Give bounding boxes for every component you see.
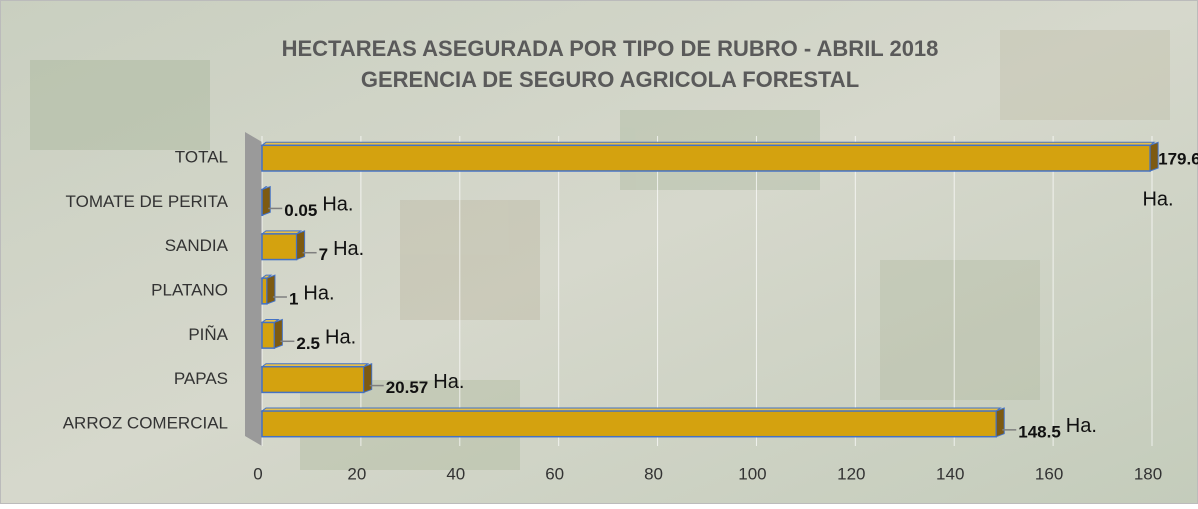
bar-end <box>363 363 373 394</box>
data-label: 1 <box>289 289 298 308</box>
y-tick-label: PIÑA <box>188 325 228 344</box>
bar-end <box>266 274 276 305</box>
x-tick-label: 40 <box>446 464 465 483</box>
bar <box>260 185 271 217</box>
bar-face <box>261 321 276 349</box>
x-tick-label: 20 <box>347 464 366 483</box>
x-tick-label: 120 <box>837 464 865 483</box>
bar-face <box>261 277 268 305</box>
y-tick-label: ARROZ COMERCIAL <box>63 413 228 432</box>
y-tick-label: PLATANO <box>151 280 228 299</box>
data-label: 20.57 <box>386 378 429 397</box>
bar-end <box>273 318 283 349</box>
x-tick-label: 180 <box>1134 464 1162 483</box>
chart-subtitle: GERENCIA DE SEGURO AGRICOLA FORESTAL <box>361 67 859 92</box>
data-label: 179.62 <box>1158 150 1198 169</box>
x-tick-label: 160 <box>1035 464 1063 483</box>
bar <box>260 407 1005 438</box>
bar-end <box>261 185 271 216</box>
x-tick-label: 60 <box>545 464 564 483</box>
data-label: 0.05 <box>284 201 317 220</box>
bar-face <box>261 410 997 438</box>
data-label: 148.5 <box>1018 422 1061 441</box>
bar-face <box>261 144 1151 172</box>
data-label: 2.5 <box>296 334 320 353</box>
bar <box>260 230 306 261</box>
unit-label: Ha. <box>325 327 356 349</box>
x-tick-label: 140 <box>936 464 964 483</box>
bar-end <box>1149 141 1159 172</box>
bar <box>260 363 373 394</box>
unit-label: Ha. <box>1142 188 1173 210</box>
bar <box>260 141 1159 172</box>
data-label: 7 <box>319 245 328 264</box>
bar <box>260 274 276 305</box>
unit-label: Ha. <box>333 238 364 260</box>
y-tick-label: SANDIA <box>165 236 229 255</box>
bar <box>260 318 283 349</box>
bar-end <box>296 230 306 261</box>
x-tick-label: 0 <box>253 464 262 483</box>
y-tick-label: TOTAL <box>175 148 228 167</box>
unit-label: Ha. <box>322 194 353 216</box>
bar-end <box>995 407 1005 438</box>
unit-label: Ha. <box>1066 415 1097 437</box>
bar-face <box>261 365 365 394</box>
unit-label: Ha. <box>433 371 464 393</box>
unit-label: Ha. <box>303 282 334 304</box>
side-wall <box>245 132 262 446</box>
x-tick-label: 80 <box>644 464 663 483</box>
bar-face <box>261 233 298 261</box>
y-tick-label: PAPAS <box>174 369 228 388</box>
y-tick-label: TOMATE DE PERITA <box>66 192 229 211</box>
chart-title: HECTAREAS ASEGURADA POR TIPO DE RUBRO - … <box>282 36 939 61</box>
x-tick-label: 100 <box>738 464 766 483</box>
